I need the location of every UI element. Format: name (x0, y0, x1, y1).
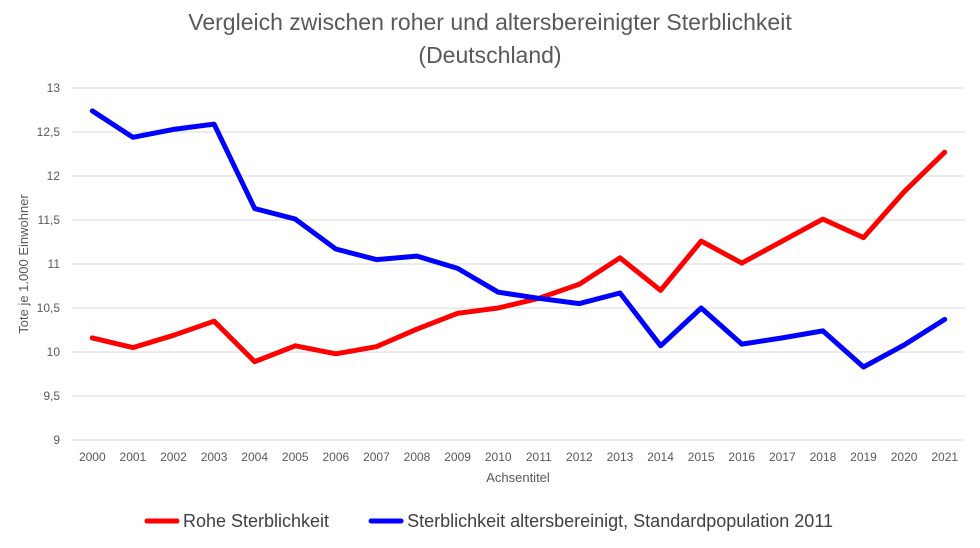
x-axis-title: Achsentitel (486, 470, 550, 485)
y-tick-label: 9,5 (43, 389, 60, 403)
y-tick-label: 9 (53, 433, 60, 447)
x-tick-label: 2004 (241, 450, 268, 464)
x-tick-label: 2011 (526, 450, 552, 464)
y-tick-label: 11,5 (38, 213, 61, 227)
x-tick-label: 2003 (201, 450, 228, 464)
legend-label-2: Sterblichkeit altersbereinigt, Standardp… (407, 511, 833, 531)
x-tick-label: 2006 (322, 450, 349, 464)
series-line-1 (89, 149, 948, 365)
x-tick-label: 2021 (931, 450, 958, 464)
y-axis-tick-labels: 9 9,5 10 10,5 11 11,5 12 12,5 13 (37, 81, 61, 447)
x-tick-label: 2020 (891, 450, 918, 464)
x-tick-label: 2012 (566, 450, 593, 464)
x-tick-label: 2018 (810, 450, 837, 464)
x-tick-label: 2019 (850, 450, 877, 464)
series-lines (89, 108, 948, 370)
y-tick-label: 12 (47, 169, 61, 183)
x-tick-label: 2002 (160, 450, 187, 464)
x-tick-label: 2014 (647, 450, 674, 464)
x-tick-label: 2013 (607, 450, 634, 464)
x-tick-label: 2016 (728, 450, 755, 464)
y-tick-label: 10 (47, 345, 61, 359)
chart-title: Vergleich zwischen roher und altersberei… (188, 9, 792, 35)
y-tick-label: 12,5 (37, 125, 61, 139)
gridlines (72, 87, 965, 441)
x-tick-label: 2009 (444, 450, 471, 464)
x-tick-label: 2010 (485, 450, 512, 464)
x-tick-label: 2015 (688, 450, 715, 464)
legend: Rohe Sterblichkeit Sterblichkeit altersbe… (144, 511, 833, 531)
x-tick-label: 2005 (282, 450, 309, 464)
x-tick-label: 2017 (769, 450, 796, 464)
x-tick-label: 2001 (120, 450, 147, 464)
y-axis-title: Tote je 1.000 Einwohner (16, 194, 31, 334)
x-tick-label: 2008 (404, 450, 431, 464)
series-line-2 (89, 108, 948, 370)
x-tick-label: 2000 (79, 450, 106, 464)
legend-label-1: Rohe Sterblichkeit (183, 511, 329, 531)
y-tick-label: 11 (48, 257, 61, 271)
chart-subtitle: (Deutschland) (418, 42, 561, 68)
x-tick-label: 2007 (363, 450, 390, 464)
y-tick-label: 13 (47, 81, 61, 95)
y-tick-label: 10,5 (37, 301, 61, 315)
x-axis-tick-labels: 2000 2001 2002 2003 2004 2005 2006 2007 2008 2009… (79, 450, 958, 464)
